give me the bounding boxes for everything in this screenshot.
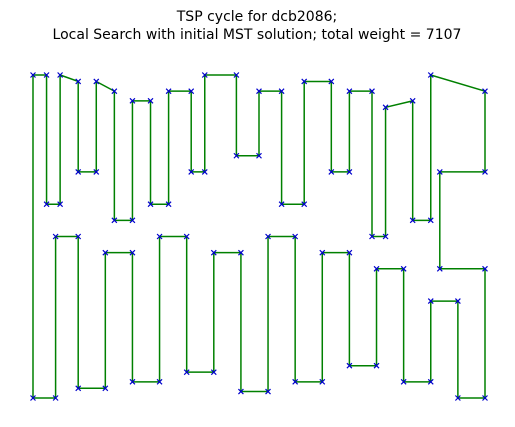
city-marker [52, 233, 59, 240]
city-marker [346, 362, 353, 369]
city-marker [111, 88, 118, 95]
city-marker [328, 78, 335, 85]
city-marker [346, 249, 353, 256]
city-marker [400, 378, 407, 385]
city-marker [454, 298, 461, 305]
city-marker [319, 378, 326, 385]
city-marker [382, 233, 389, 240]
city-marker [201, 72, 208, 78]
city-marker [102, 249, 109, 256]
city-marker [129, 217, 136, 224]
city-marker [165, 201, 172, 208]
city-marker [373, 362, 380, 369]
city-marker [454, 395, 461, 401]
city-marker [147, 97, 154, 104]
city-marker [57, 201, 64, 208]
city-marker [319, 249, 326, 256]
city-marker [278, 88, 285, 95]
city-marker [75, 168, 82, 175]
city-marker [373, 265, 380, 272]
city-marker [436, 265, 443, 272]
city-marker [301, 78, 308, 85]
city-marker [30, 72, 36, 78]
city-marker [301, 201, 308, 208]
city-marker [265, 233, 271, 240]
city-marker [188, 168, 195, 175]
city-marker [369, 233, 375, 240]
city-marker [129, 249, 136, 256]
city-marker [256, 152, 262, 159]
city-marker [369, 88, 375, 95]
city-marker [75, 78, 82, 85]
city-marker [57, 72, 64, 78]
city-marker [427, 298, 434, 305]
city-marker [210, 369, 217, 376]
city-marker [482, 168, 488, 175]
city-marker [382, 104, 389, 111]
city-marker [237, 249, 244, 256]
city-marker [427, 72, 434, 78]
city-marker [52, 395, 59, 401]
city-marker [233, 72, 240, 78]
city-marker [75, 233, 82, 240]
city-marker [156, 233, 163, 240]
city-marker [265, 388, 271, 395]
city-marker [188, 88, 195, 95]
city-marker [482, 265, 488, 272]
city-marker [201, 168, 208, 175]
city-marker [210, 249, 217, 256]
city-marker [43, 72, 50, 78]
city-marker [256, 88, 262, 95]
city-marker [237, 388, 244, 395]
city-marker [278, 201, 285, 208]
city-marker [427, 378, 434, 385]
city-marker [75, 385, 82, 392]
chart-title-line: Local Search with initial MST solution; … [53, 27, 462, 43]
city-marker [93, 78, 100, 85]
city-marker [409, 97, 416, 104]
city-marker [183, 369, 190, 376]
city-marker [93, 168, 100, 175]
city-marker [102, 385, 109, 392]
city-marker [328, 168, 335, 175]
city-marker [427, 217, 434, 224]
city-marker [292, 233, 299, 240]
city-marker [111, 217, 118, 224]
city-marker [436, 168, 443, 175]
city-marker [346, 168, 353, 175]
tour-line [32, 73, 486, 399]
chart-title-line: TSP cycle for dcb2086; [176, 9, 337, 25]
city-marker [482, 88, 488, 95]
city-marker [346, 88, 353, 95]
city-marker [129, 97, 136, 104]
city-marker [409, 217, 416, 224]
city-marker [156, 378, 163, 385]
city-marker [147, 201, 154, 208]
city-marker [43, 201, 50, 208]
city-marker [30, 395, 36, 401]
city-marker [233, 152, 240, 159]
city-marker [129, 378, 136, 385]
city-marker [482, 395, 488, 401]
city-marker [165, 88, 172, 95]
city-marker [183, 233, 190, 240]
city-marker [400, 265, 407, 272]
city-marker [292, 378, 299, 385]
